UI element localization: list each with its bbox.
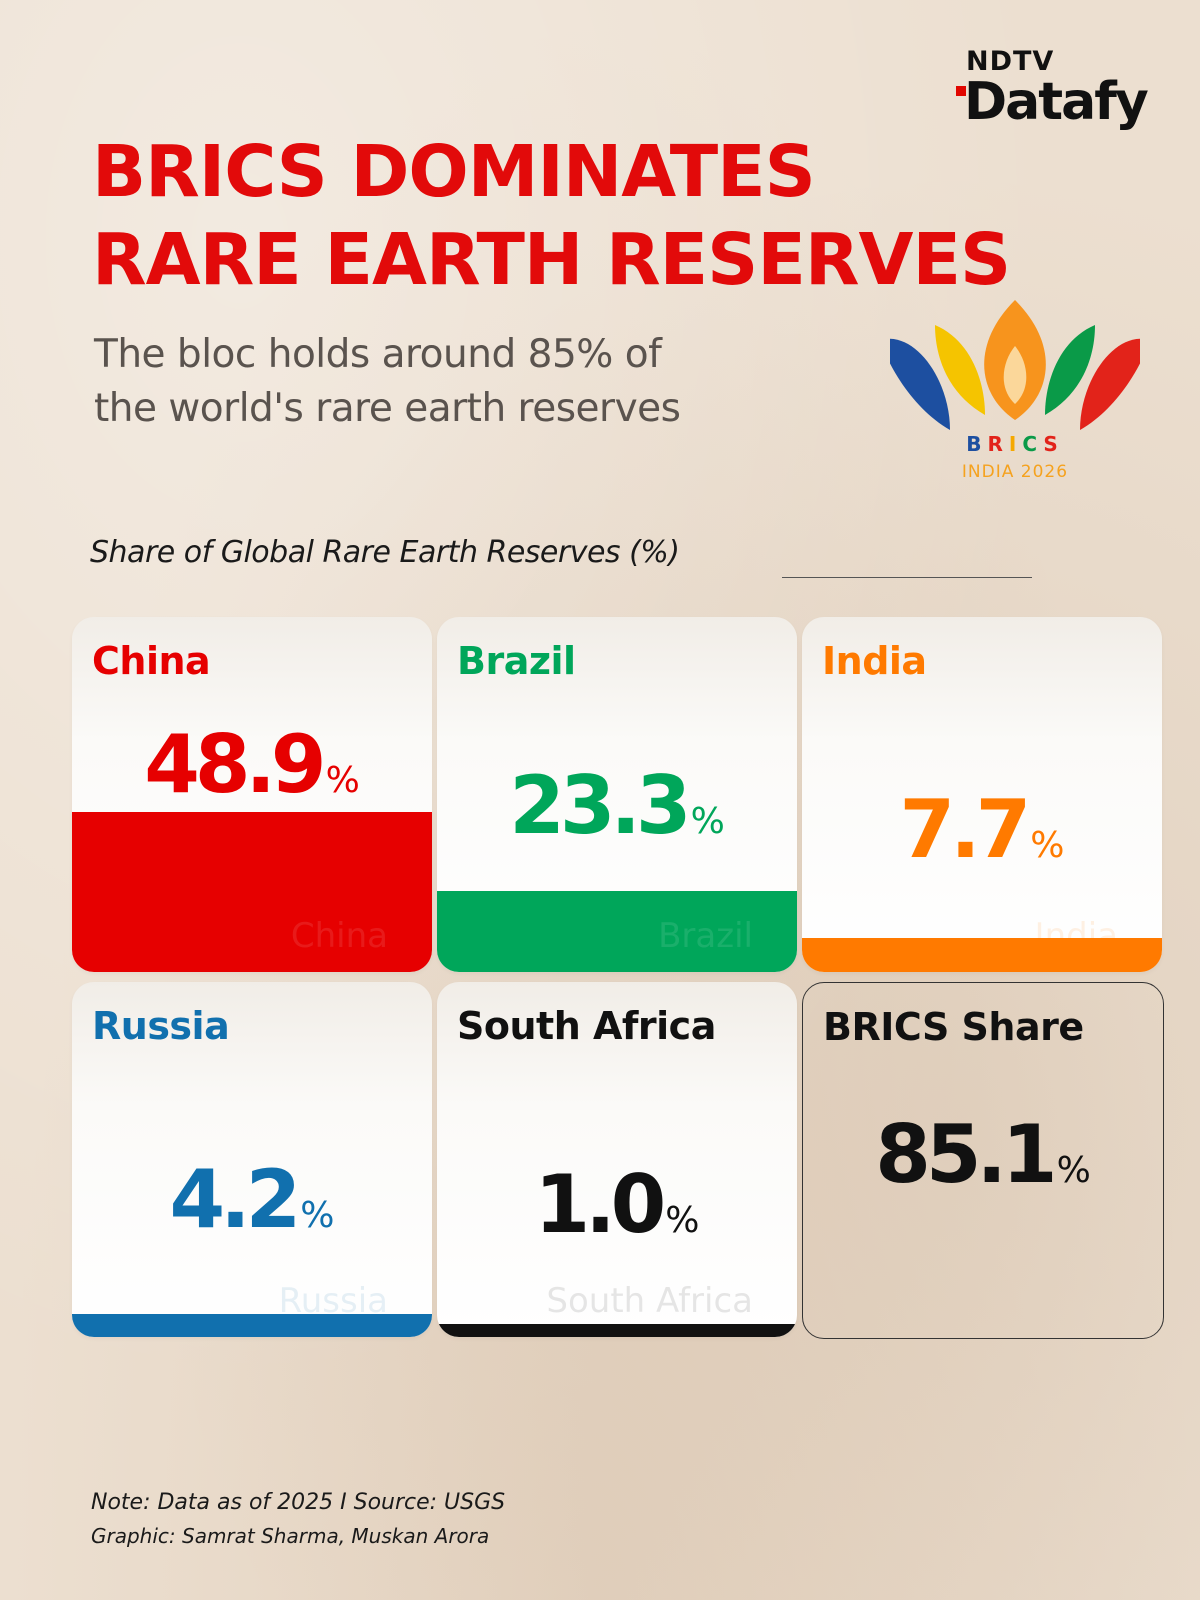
- country-card-russia: Russia Russia 4.2%: [72, 982, 432, 1337]
- country-label: South Africa: [457, 1004, 716, 1048]
- brand-dot-icon: [956, 86, 966, 96]
- page-title: BRICS DOMINATES RARE EARTH RESERVES: [92, 128, 1011, 304]
- percent-sign: %: [1030, 825, 1065, 866]
- page-subtitle: The bloc holds around 85% of the world's…: [94, 328, 681, 436]
- subtitle-line-2: the world's rare earth reserves: [94, 386, 681, 431]
- card-watermark: South Africa: [546, 1281, 753, 1321]
- lotus-petal-red: [1080, 338, 1150, 430]
- brics-letter-c: C: [1022, 432, 1044, 456]
- share-value: 48.9%: [72, 718, 432, 811]
- share-bar: [72, 812, 432, 972]
- percent-sign: %: [325, 760, 360, 801]
- source-note: Note: Data as of 2025 I Source: USGS: [91, 1490, 506, 1515]
- share-number: 48.9: [144, 718, 326, 811]
- brics-logo-subtitle: INDIA 2026: [961, 462, 1069, 482]
- share-value: 4.2%: [72, 1153, 432, 1246]
- share-number: 4.2: [169, 1153, 302, 1246]
- share-value: 1.0%: [437, 1158, 797, 1251]
- percent-sign: %: [665, 1200, 700, 1241]
- total-value: 85.1%: [803, 1108, 1163, 1201]
- percent-sign: %: [1056, 1150, 1091, 1191]
- title-line-2: RARE EARTH RESERVES: [92, 218, 1011, 301]
- subtitle-line-1: The bloc holds around 85% of: [94, 332, 662, 377]
- brics-letter-r: R: [987, 432, 1009, 456]
- card-watermark: China: [290, 916, 388, 956]
- card-watermark: Russia: [278, 1281, 388, 1321]
- share-value: 23.3%: [437, 759, 797, 852]
- country-label: Russia: [92, 1004, 230, 1048]
- lotus-petal-yellow: [935, 325, 985, 415]
- share-bar: [72, 1314, 432, 1337]
- share-bar: [437, 1324, 797, 1337]
- share-bar: [802, 938, 1162, 972]
- brics-wordmark: BRICS: [890, 432, 1140, 456]
- share-number: 23.3: [509, 759, 691, 852]
- brics-lotus-icon: [880, 300, 1150, 430]
- brand-ndtv: NDTV: [966, 46, 1055, 77]
- chart-title: Share of Global Rare Earth Reserves (%): [90, 535, 680, 570]
- country-label: India: [822, 639, 927, 683]
- country-card-china: China China 48.9%: [72, 617, 432, 972]
- share-number: 1.0: [534, 1158, 667, 1251]
- lotus-petal-green: [1045, 325, 1095, 415]
- share-value: 7.7%: [802, 783, 1162, 876]
- brics-india-2026-logo: BRICS INDIA 2026: [880, 300, 1150, 490]
- title-line-1: BRICS DOMINATES: [92, 130, 816, 213]
- brics-letter-i: I: [1008, 432, 1023, 456]
- country-label: Brazil: [457, 639, 576, 683]
- country-card-brazil: Brazil Brazil 23.3%: [437, 617, 797, 972]
- brand-datafy: Datafy: [964, 72, 1149, 132]
- lotus-petal-blue: [880, 338, 950, 430]
- brics-total-card: BRICS Share 85.1%: [802, 982, 1164, 1339]
- country-card-south-africa: South Africa South Africa 1.0%: [437, 982, 797, 1337]
- ndtv-datafy-logo: NDTV Datafy: [956, 46, 1164, 136]
- brics-letter-s: S: [1043, 432, 1064, 456]
- total-label: BRICS Share: [823, 1005, 1084, 1049]
- card-watermark: India: [1034, 916, 1118, 956]
- country-label: China: [92, 639, 211, 683]
- share-number: 7.7: [899, 783, 1032, 876]
- heading-rule: [782, 577, 1032, 578]
- total-number: 85.1: [875, 1108, 1057, 1201]
- card-watermark: Brazil: [658, 916, 753, 956]
- percent-sign: %: [690, 801, 725, 842]
- lotus-center: [1003, 346, 1027, 404]
- country-card-india: India India 7.7%: [802, 617, 1162, 972]
- share-bar: [437, 891, 797, 972]
- graphic-credit: Graphic: Samrat Sharma, Muskan Arora: [91, 1524, 490, 1548]
- brics-letter-b: B: [966, 432, 988, 456]
- percent-sign: %: [300, 1195, 335, 1236]
